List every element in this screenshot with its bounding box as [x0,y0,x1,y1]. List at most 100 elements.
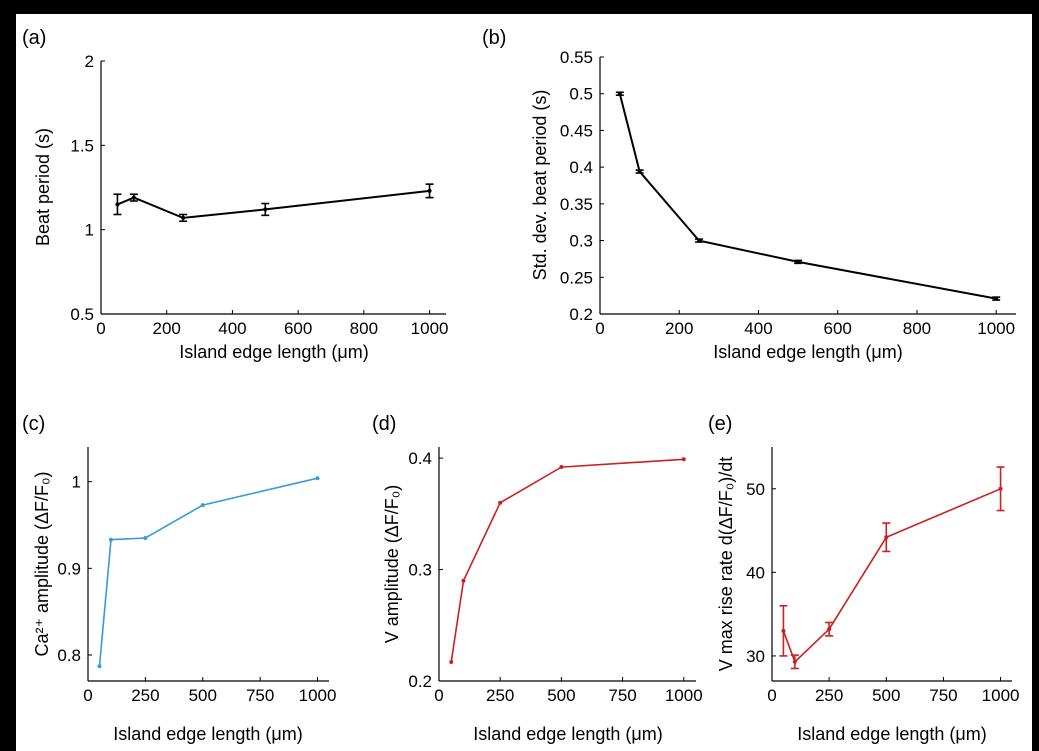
panel-letter: (d) [372,413,396,435]
x-axis-label: Island edge length (μm) [797,724,986,744]
data-point [115,202,120,207]
y-tick-label: 0.8 [57,646,81,665]
panel-letter: (b) [482,27,506,49]
data-point [781,628,786,633]
y-axis-label: V max rise rate d(ΔF/F₀)/dt [716,457,736,672]
panel-3: (d) 0 250 500 750 1000 0.2 0.3 0.4 Island edge le… [372,413,703,744]
y-tick-label: 0.2 [569,305,593,324]
y-tick-label: 0.5 [569,85,593,104]
data-point [427,188,432,193]
y-tick-label: 0.9 [57,559,81,578]
x-tick-label: 0 [434,686,443,705]
panel-letter: (c) [22,413,45,435]
data-point [97,664,102,669]
x-axis-label: Island edge length (μm) [113,724,302,744]
x-axis-label: Island edge length (μm) [473,724,662,744]
series-line [618,93,997,300]
x-axis-label: Island edge length (μm) [713,342,902,362]
y-tick-label: 0.4 [569,158,593,177]
data-point [315,476,320,481]
y-tick-label: 0.5 [70,305,94,324]
data-point [559,465,564,470]
data-point [827,627,832,632]
data-point [681,457,686,462]
data-point [796,259,801,264]
x-tick-label: 600 [824,319,852,338]
panel-4: (e) 0 250 500 750 1000 30 40 50 Island edge lengt… [708,413,1019,744]
data-point [263,207,268,212]
x-tick-label: 400 [218,319,246,338]
figure: (a) 0 200 400 600 800 1000 0.5 1 1.5 2 Island edge … [16,14,1032,751]
x-tick-label: 800 [350,319,378,338]
panel-letter: (a) [22,27,46,49]
data-point [200,503,205,508]
y-tick-label: 0.25 [560,268,593,287]
x-tick-label: 0 [595,319,604,338]
data-point [449,660,454,665]
y-tick-label: 0.3 [569,232,593,251]
x-tick-label: 500 [872,686,900,705]
data-point [994,296,999,301]
x-tick-label: 800 [903,319,931,338]
panel-0: (a) 0 200 400 600 800 1000 0.5 1 1.5 2 Island edge … [22,27,448,362]
data-point [697,238,702,243]
x-tick-label: 750 [929,686,957,705]
x-tick-label: 1000 [299,686,337,705]
x-axis-label: Island edge length (μm) [179,342,368,362]
y-tick-label: 0.3 [408,561,432,580]
x-tick-label: 200 [153,319,181,338]
y-tick-label: 1 [85,221,94,240]
x-tick-label: 1000 [977,319,1015,338]
panel-1: (b) 0 200 400 600 800 1000 0.2 0.25 0.3 0.35 0.4 0.4… [482,27,1016,362]
data-point [143,536,148,540]
y-tick-label: 0.35 [560,195,593,214]
y-tick-label: 0.2 [408,672,432,691]
data-point [108,537,113,542]
x-tick-label: 500 [189,686,217,705]
series-line [117,189,430,219]
data-point [181,215,186,220]
y-axis-label: Beat period (s) [33,128,53,246]
x-tick-label: 0 [767,686,776,705]
x-tick-label: 0 [96,319,105,338]
y-tick-label: 50 [746,480,765,499]
data-point [792,659,797,664]
panel-letter: (e) [708,413,732,435]
x-tick-label: 500 [547,686,575,705]
y-tick-label: 0.55 [560,48,593,67]
x-tick-label: 1000 [411,319,449,338]
x-tick-label: 400 [744,319,772,338]
x-tick-label: 1000 [665,686,703,705]
y-tick-label: 40 [746,563,765,582]
panel-2: (c) 0 250 500 750 1000 0.8 0.9 1 Island edge leng… [22,413,336,744]
data-point [498,500,503,505]
x-tick-label: 250 [815,686,843,705]
x-tick-label: 750 [608,686,636,705]
x-tick-label: 250 [131,686,159,705]
data-point [131,195,136,200]
data-point [637,169,642,174]
y-tick-label: 30 [746,647,765,666]
y-tick-label: 0.4 [408,449,432,468]
series-line [450,458,684,663]
series-line [782,488,1001,664]
y-axis-label: Ca²⁺ amplitude (ΔF/F₀) [32,471,52,656]
y-tick-label: 1 [72,473,81,492]
x-tick-label: 0 [83,686,92,705]
y-tick-label: 0.45 [560,121,593,140]
data-point [461,578,466,583]
x-tick-label: 200 [665,319,693,338]
x-tick-label: 750 [246,686,274,705]
y-tick-label: 2 [85,52,94,71]
data-point [998,486,1003,491]
y-axis-label: Std. dev. beat period (s) [530,90,550,281]
data-point [884,535,889,540]
x-tick-label: 1000 [982,686,1020,705]
y-tick-label: 1.5 [70,136,94,155]
x-tick-label: 250 [486,686,514,705]
y-axis-label: V amplitude (ΔF/F₀) [382,485,402,644]
data-point [617,91,622,96]
x-tick-label: 600 [284,319,312,338]
series-line [98,477,318,667]
